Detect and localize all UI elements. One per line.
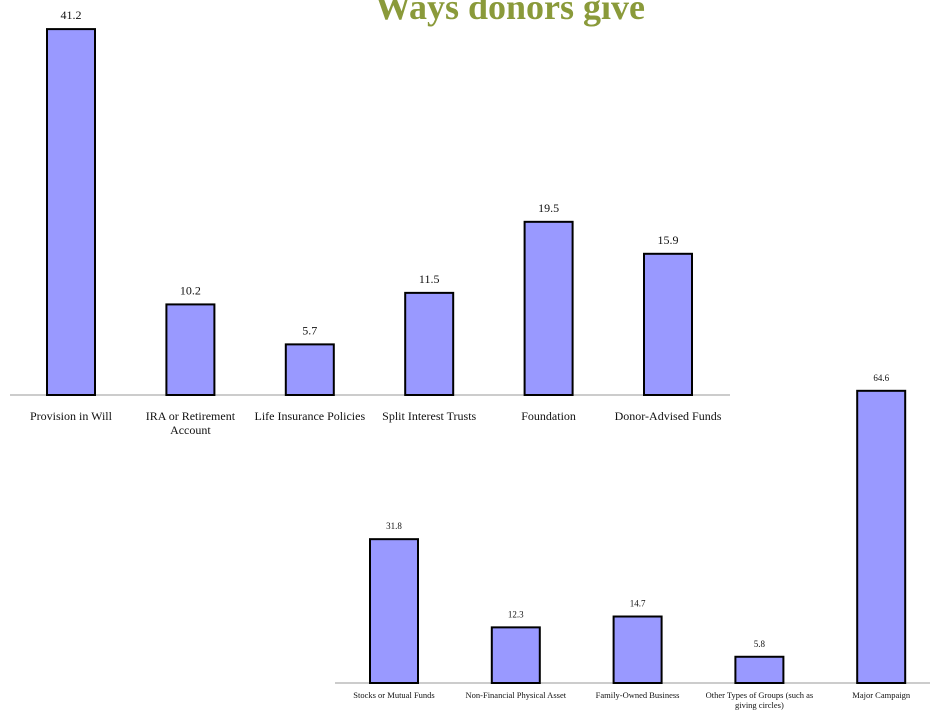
bar xyxy=(612,615,663,684)
bar xyxy=(369,538,419,684)
category-label: Family-Owned Business xyxy=(595,690,680,700)
value-label: 14.7 xyxy=(630,599,646,609)
value-label: 41.2 xyxy=(61,8,82,22)
category-label: Non-Financial Physical Asset xyxy=(465,690,567,700)
bar xyxy=(643,252,693,396)
chart-title: Ways donors give xyxy=(374,0,646,27)
category-label: Foundation xyxy=(521,409,576,423)
value-label: 19.5 xyxy=(538,201,559,215)
category-label: Other Types of Groups (such as giving ci… xyxy=(705,690,814,710)
bar xyxy=(490,626,541,684)
bar xyxy=(523,220,574,396)
category-label: Provision in Will xyxy=(30,409,112,423)
value-label: 5.8 xyxy=(754,639,766,649)
category-label: IRA or Retirement Account xyxy=(145,409,236,437)
value-label: 64.6 xyxy=(873,373,889,383)
category-label: Stocks or Mutual Funds xyxy=(353,690,435,700)
bar xyxy=(734,655,785,685)
value-label: 12.3 xyxy=(508,609,524,619)
bar xyxy=(46,28,96,396)
bar xyxy=(165,303,216,396)
value-label: 31.8 xyxy=(386,521,402,531)
value-label: 10.2 xyxy=(180,283,201,297)
bar xyxy=(856,389,907,684)
bar xyxy=(404,291,455,396)
category-label: Split Interest Trusts xyxy=(382,409,477,423)
category-label: Life Insurance Policies xyxy=(254,409,366,423)
category-label: Donor-Advised Funds xyxy=(614,409,722,423)
value-label: 5.7 xyxy=(302,323,317,337)
category-label: Major Campaign xyxy=(852,690,911,700)
bar xyxy=(284,343,335,396)
value-label: 15.9 xyxy=(658,233,679,247)
value-label: 11.5 xyxy=(419,272,440,286)
